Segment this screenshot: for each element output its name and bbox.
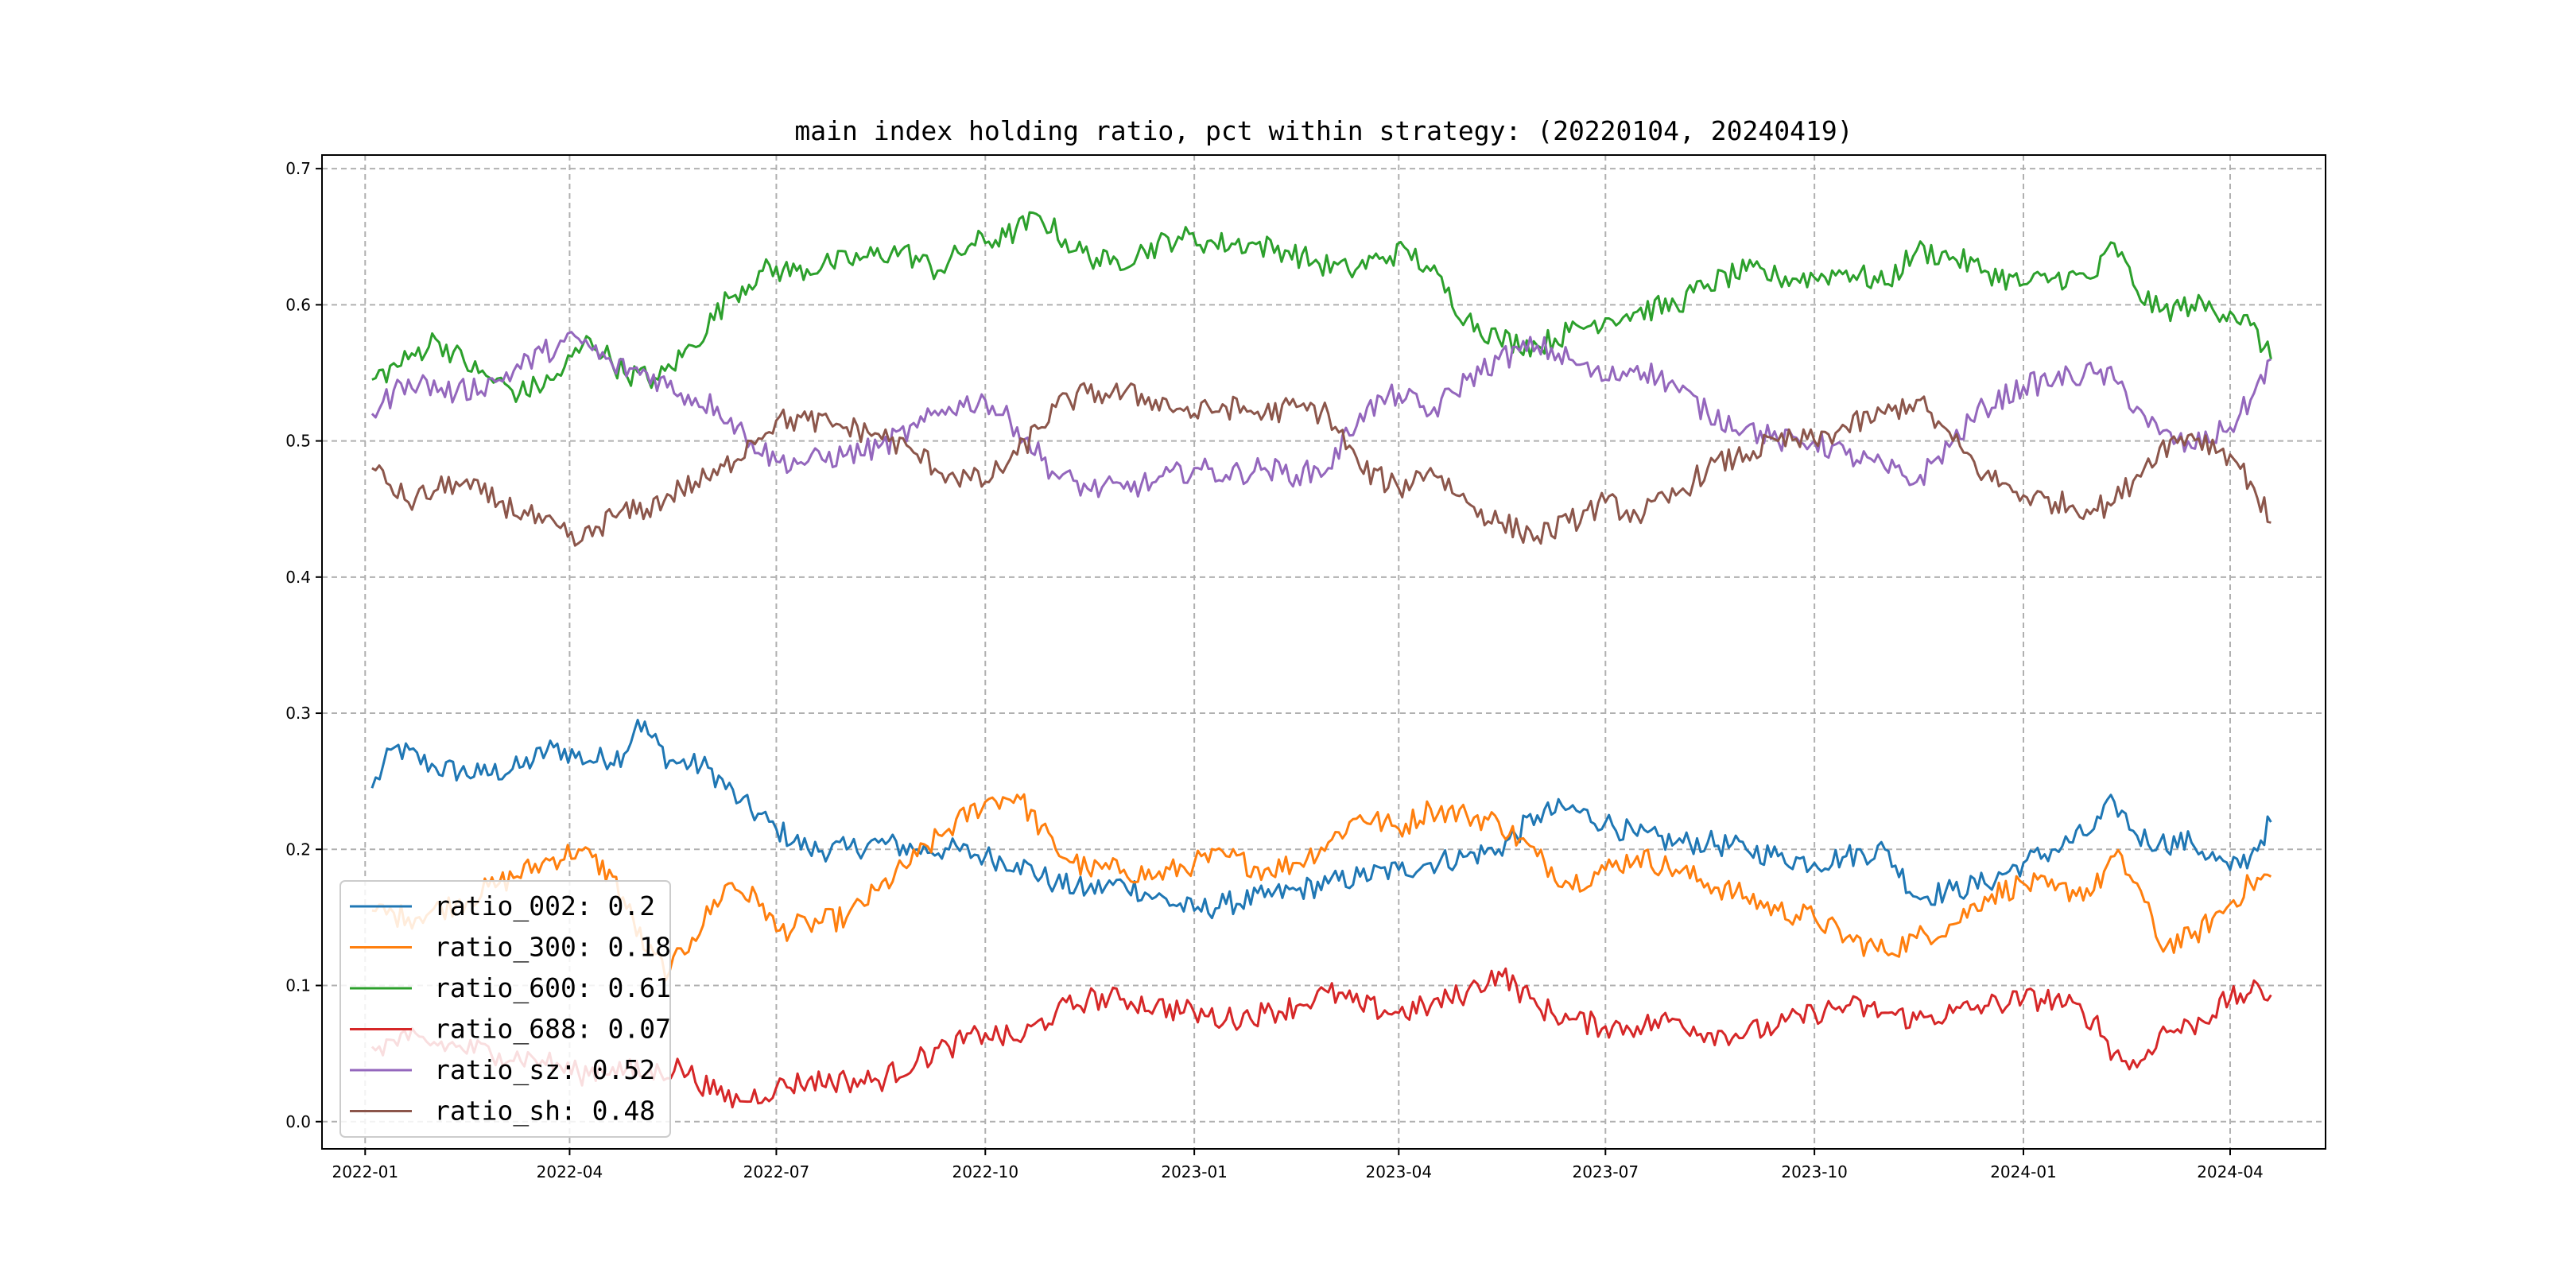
series-line-ratio-300 [371, 793, 2272, 982]
legend-label: ratio_sh: 0.48 [434, 1096, 655, 1127]
x-tick-label: 2023-01 [1161, 1162, 1228, 1181]
y-tick-label: 0.2 [285, 840, 311, 859]
y-tick-label: 0.3 [285, 704, 311, 723]
chart-title: main index holding ratio, pct within str… [794, 115, 1852, 146]
x-tick-label: 2022-07 [743, 1162, 810, 1181]
plot-frame [321, 154, 2326, 1150]
x-tick-label: 2023-04 [1365, 1162, 1432, 1181]
y-tick-label: 0.6 [285, 295, 311, 314]
legend: ratio_002: 0.2 ratio_300: 0.18 ratio_600: … [339, 880, 671, 1138]
series-line-ratio-600 [371, 211, 2272, 403]
x-tick-label: 2022-01 [332, 1162, 398, 1181]
x-tick-label: 2024-04 [2197, 1162, 2264, 1181]
y-tick-label: 0.1 [285, 976, 311, 995]
legend-label: ratio_002: 0.2 [434, 890, 655, 922]
series-line-ratio-002 [370, 719, 2272, 920]
legend-box [339, 880, 671, 1138]
y-tick-label: 0.5 [285, 432, 311, 451]
legend-label: ratio_300: 0.18 [434, 932, 671, 964]
y-tick-label: 0.4 [285, 568, 311, 587]
x-tick-label: 2023-07 [1572, 1162, 1639, 1181]
series-line-ratio-688 [370, 967, 2272, 1109]
x-tick-label: 2024-01 [1990, 1162, 2057, 1181]
legend-label: ratio_sz: 0.52 [434, 1054, 655, 1086]
y-tick-label: 0.7 [285, 159, 311, 178]
legend-label: ratio_688: 0.07 [434, 1014, 671, 1046]
legend-label: ratio_600: 0.61 [434, 972, 671, 1004]
x-tick-label: 2022-10 [952, 1162, 1018, 1181]
series-layer [370, 211, 2272, 1109]
x-tick-label: 2023-10 [1781, 1162, 1848, 1181]
series-line-ratio-sz [370, 331, 2272, 499]
tick-layer: 0.0 0.1 0.2 0.3 0.4 0.5 0.6 0.7 2022-01 2022-04 20… [285, 159, 2264, 1181]
y-tick-label: 0.0 [285, 1112, 311, 1131]
x-tick-label: 2022-04 [537, 1162, 603, 1181]
series-line-ratio-sh [371, 382, 2271, 547]
